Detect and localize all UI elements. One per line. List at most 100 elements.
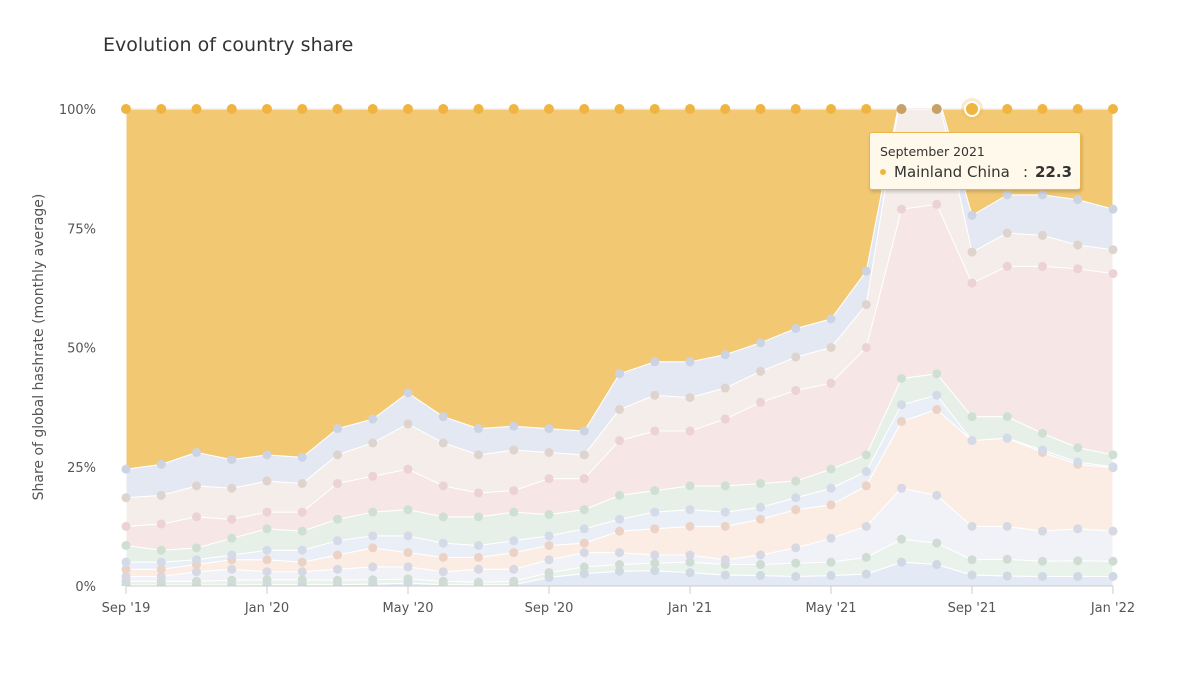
data-point-series-0: [897, 557, 906, 567]
data-point-series-5: [227, 533, 237, 543]
data-point-series-0: [932, 560, 942, 570]
data-point-series-8: [297, 452, 307, 462]
data-point-series-6: [227, 514, 237, 524]
data-point-series-4: [861, 467, 871, 477]
data-point-series-1: [438, 576, 448, 586]
tooltip-series-marker: [880, 169, 886, 175]
data-point-series-5: [544, 509, 554, 519]
data-point-series-2: [685, 550, 695, 560]
data-point-series-7: [861, 300, 871, 310]
data-point-series-8: [227, 455, 237, 465]
data-point-series-3: [368, 543, 378, 553]
chart-title: Evolution of country share: [103, 34, 354, 56]
data-point-series-5: [1002, 412, 1012, 422]
data-point-series-1: [333, 575, 342, 585]
data-point-series-7: [967, 247, 977, 257]
data-point-series-1: [544, 568, 554, 578]
data-point-series-3: [826, 500, 836, 510]
data-point-series-2: [544, 555, 554, 565]
data-point-series-4: [156, 557, 166, 567]
data-point-series-2: [1002, 521, 1012, 531]
data-point-series-5: [438, 512, 448, 522]
tooltip-separator: :: [1023, 163, 1029, 181]
data-point-mainland-china: [121, 104, 131, 114]
data-point-series-6: [333, 478, 342, 488]
data-point-series-2: [192, 567, 201, 577]
data-point-series-5: [967, 412, 977, 422]
data-point-series-1: [262, 575, 272, 585]
data-point-series-6: [262, 507, 272, 517]
data-point-series-7: [156, 490, 166, 500]
data-point-series-8: [1073, 195, 1083, 205]
data-point-series-8: [333, 424, 342, 434]
data-point-series-8: [967, 210, 977, 220]
data-point-series-2: [579, 548, 589, 558]
data-point-series-3: [509, 548, 519, 558]
data-point-series-7: [297, 478, 307, 488]
data-point-series-1: [1108, 556, 1118, 566]
data-point-series-4: [227, 550, 237, 560]
data-point-series-4: [262, 545, 272, 555]
data-point-series-6: [156, 519, 166, 529]
data-point-series-7: [474, 450, 483, 460]
data-point-series-7: [685, 393, 695, 403]
data-point-series-2: [333, 564, 342, 574]
data-point-mainland-china: [861, 104, 872, 114]
data-point-series-4: [756, 502, 765, 512]
data-point-series-1: [967, 555, 977, 565]
data-point-series-5: [368, 507, 378, 517]
data-point-series-0: [1108, 571, 1118, 581]
data-point-series-5: [333, 514, 342, 524]
data-point-series-2: [756, 550, 765, 560]
data-point-series-5: [791, 476, 801, 486]
data-point-mainland-china: [614, 104, 625, 114]
data-point-series-6: [544, 474, 554, 484]
data-point-series-5: [861, 450, 871, 460]
data-point-mainland-china: [755, 104, 766, 114]
data-point-series-6: [579, 474, 589, 484]
data-point-series-0: [685, 568, 695, 578]
data-point-series-6: [474, 488, 483, 498]
data-point-series-4: [932, 390, 942, 400]
data-point-series-2: [509, 564, 519, 574]
data-point-series-2: [403, 562, 413, 572]
data-point-series-4: [333, 536, 342, 546]
data-point-mainland-china: [403, 104, 413, 114]
data-point-series-4: [121, 557, 131, 567]
data-point-series-5: [756, 478, 765, 488]
data-point-mainland-china: [438, 104, 449, 114]
data-point-series-0: [1038, 571, 1047, 581]
data-point-series-1: [1073, 556, 1083, 566]
data-point-series-2: [897, 483, 906, 493]
data-point-series-1: [897, 534, 906, 544]
data-point-series-5: [121, 540, 131, 550]
data-point-series-2: [720, 555, 730, 565]
data-point-series-3: [720, 521, 730, 531]
data-point-series-1: [615, 560, 624, 570]
tooltip-series-name: Mainland China: [894, 163, 1010, 181]
data-point-series-3: [756, 514, 765, 524]
data-point-series-7: [1108, 245, 1118, 255]
data-point-series-7: [579, 450, 589, 460]
data-point-series-6: [509, 486, 519, 496]
data-point-series-1: [368, 575, 378, 585]
data-point-series-3: [579, 538, 589, 548]
data-point-series-5: [720, 481, 730, 491]
data-point-series-6: [615, 436, 624, 446]
data-point-series-4: [368, 531, 378, 541]
x-tick-label: Jan '20: [244, 601, 289, 616]
data-point-series-2: [650, 550, 660, 560]
data-point-series-6: [932, 199, 942, 209]
data-point-series-7: [897, 85, 906, 94]
data-point-series-8: [720, 350, 730, 360]
data-point-series-8: [1038, 190, 1047, 200]
data-point-series-6: [121, 521, 131, 531]
data-point-series-5: [262, 524, 272, 534]
data-point-series-6: [403, 464, 413, 474]
plot-area: [121, 85, 1118, 586]
data-point-mainland-china: [826, 104, 836, 114]
data-point-series-0: [615, 566, 624, 576]
data-point-series-5: [297, 526, 307, 536]
data-point-mainland-china: [790, 104, 801, 114]
data-point-mainland-china: [931, 104, 942, 114]
